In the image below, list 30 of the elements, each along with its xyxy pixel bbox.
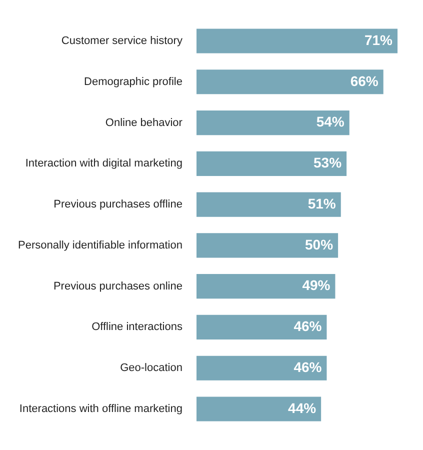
bar <box>196 192 341 217</box>
data-label: 46% <box>294 358 322 375</box>
data-label: 71% <box>364 32 394 48</box>
bar <box>196 151 347 176</box>
bar <box>196 28 398 54</box>
data-label: 53% <box>314 154 342 171</box>
bar <box>196 233 338 258</box>
y-tick-label: Online behavior <box>105 116 183 129</box>
data-label: 50% <box>305 236 334 252</box>
y-tick-label: Interactions with offline marketing <box>19 402 182 415</box>
y-tick-label: Geo-location <box>120 362 182 374</box>
bar <box>196 396 322 422</box>
y-tick-label: Previous purchases offline <box>54 198 182 211</box>
data-label: 46% <box>294 318 322 334</box>
bar <box>196 314 327 340</box>
data-label: 44% <box>288 400 317 416</box>
bar <box>196 356 327 380</box>
data-label: 49% <box>302 277 331 294</box>
bar <box>196 110 350 136</box>
y-tick-label: Previous purchases online <box>53 280 182 292</box>
y-tick-label: Offline interactions <box>92 321 183 334</box>
y-tick-label: Customer service history <box>61 35 183 48</box>
y-tick-label: Demographic profile <box>84 76 182 88</box>
bar <box>196 70 384 94</box>
y-tick-label: Interaction with digital marketing <box>25 158 182 170</box>
y-tick-label: Personally identifiable information <box>18 239 182 252</box>
bar <box>196 274 336 299</box>
data-label: 66% <box>350 72 379 89</box>
data-label: 54% <box>316 114 345 130</box>
data-label: 51% <box>308 195 336 212</box>
